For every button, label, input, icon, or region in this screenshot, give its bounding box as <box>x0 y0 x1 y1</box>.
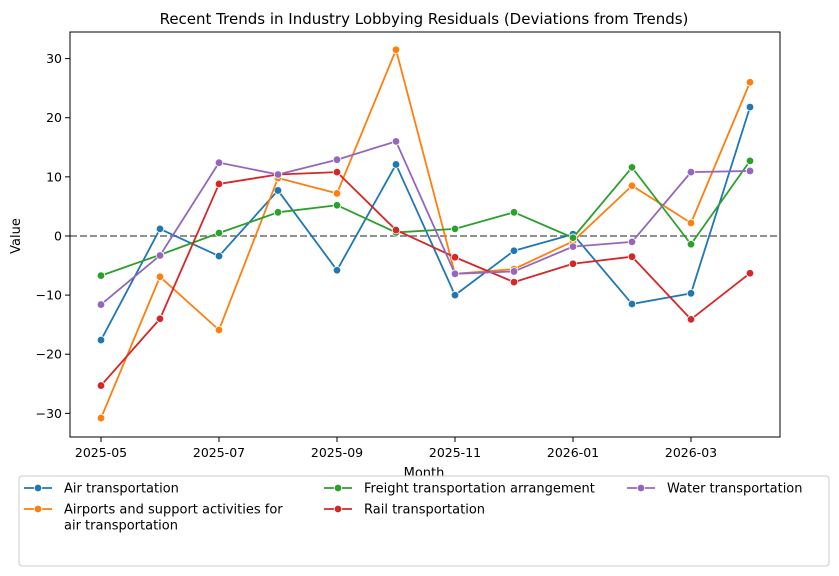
series-line <box>100 171 751 387</box>
data-point <box>509 267 519 276</box>
chart-title: Recent Trends in Industry Lobbying Resid… <box>160 10 689 28</box>
data-point <box>332 167 342 177</box>
data-point <box>155 224 165 234</box>
data-point <box>214 158 224 167</box>
legend-box <box>18 475 830 567</box>
series-line <box>100 106 751 341</box>
series-line <box>100 140 751 306</box>
data-point <box>745 166 755 176</box>
data-point <box>214 325 224 335</box>
data-point <box>273 186 283 195</box>
series-line <box>100 160 751 277</box>
data-point <box>214 228 224 238</box>
data-point <box>214 251 224 261</box>
data-point <box>627 252 637 261</box>
legend-label: Air transportation <box>64 482 179 497</box>
data-point <box>627 163 637 172</box>
x-tick-label: 2026-01 <box>547 445 599 460</box>
y-tick-label: −10 <box>36 288 62 303</box>
legend-swatch-marker <box>333 483 343 493</box>
data-point <box>745 78 755 87</box>
data-point <box>568 259 578 268</box>
x-tick-label: 2025-09 <box>311 445 363 460</box>
y-axis-label: Value <box>9 218 24 254</box>
x-tick-label: 2025-07 <box>193 445 245 460</box>
data-point <box>568 242 578 251</box>
data-point <box>627 299 637 309</box>
data-point <box>627 237 637 247</box>
data-point <box>509 246 519 255</box>
data-point <box>745 156 755 166</box>
legend-label: Freight transportation arrangement <box>364 482 595 497</box>
data-point <box>391 160 401 169</box>
data-point <box>686 240 696 249</box>
series-line <box>100 48 751 419</box>
legend-label: Rail transportation <box>364 503 485 518</box>
x-tick-label: 2025-11 <box>429 445 481 460</box>
data-point <box>96 413 106 423</box>
y-tick-label: 10 <box>46 169 62 184</box>
data-point <box>332 266 342 275</box>
data-point <box>332 201 342 210</box>
data-point <box>686 315 696 324</box>
y-tick-label: −20 <box>36 347 62 362</box>
data-point <box>745 102 755 112</box>
y-tick-label: −30 <box>36 406 62 421</box>
data-point <box>273 208 283 217</box>
data-point <box>155 314 165 323</box>
data-point <box>273 170 283 179</box>
data-point <box>568 233 578 242</box>
y-tick-label: 30 <box>46 51 62 66</box>
legend: Air transportation Airports and support a… <box>18 475 830 567</box>
data-point <box>450 253 460 262</box>
data-point <box>509 277 519 287</box>
data-point <box>627 181 637 190</box>
legend-swatch-marker <box>33 483 43 493</box>
data-point <box>391 137 401 146</box>
legend-swatch-marker <box>636 483 646 493</box>
data-point <box>450 224 460 234</box>
data-point <box>391 45 401 54</box>
y-tick-label: 20 <box>46 110 62 125</box>
data-point <box>450 269 460 279</box>
data-point <box>96 300 106 309</box>
data-point <box>96 335 106 345</box>
axes-frame <box>69 31 781 438</box>
x-tick-label: 2026-03 <box>665 445 717 460</box>
data-point <box>686 167 696 177</box>
data-point <box>155 251 165 260</box>
y-tick-label: 0 <box>54 228 62 243</box>
data-point <box>686 289 696 298</box>
data-point <box>391 225 401 235</box>
data-point <box>450 290 460 300</box>
x-tick-label: 2025-05 <box>75 445 127 460</box>
data-point <box>96 271 106 280</box>
data-point <box>332 155 342 164</box>
data-point <box>155 272 165 281</box>
legend-label: Water transportation <box>667 482 803 497</box>
legend-swatch-marker <box>333 504 343 514</box>
legend-swatch-marker <box>33 504 43 514</box>
data-point <box>332 189 342 198</box>
legend-label: Airports and support activities for air t… <box>64 503 283 534</box>
data-point <box>214 179 224 189</box>
data-point <box>686 218 696 228</box>
data-point <box>96 381 106 390</box>
data-point <box>745 269 755 278</box>
data-point <box>509 208 519 217</box>
plot-area: −30 −20 −10 0 10 20 30 2025-05 2025-07 2025-09 202… <box>36 31 781 460</box>
